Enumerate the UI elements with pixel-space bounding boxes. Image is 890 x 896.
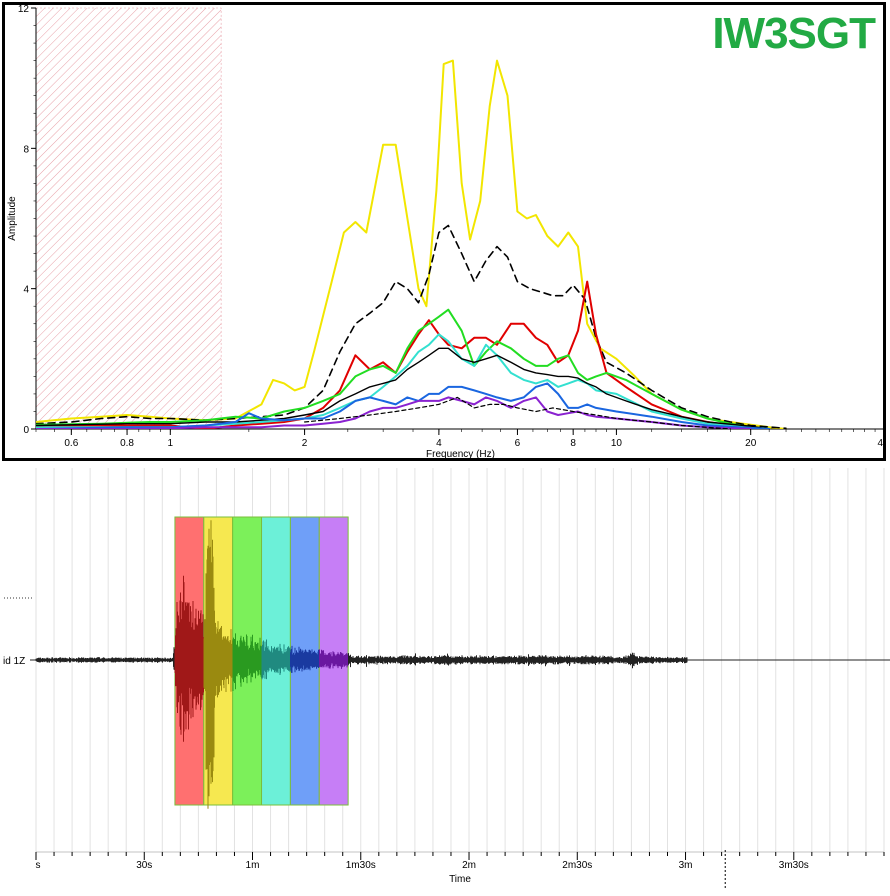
waveform-trace [290,645,320,673]
x-tick-label: 20 [745,438,757,449]
spectrum-series-3 [36,308,771,429]
x-tick-label: 6 [515,438,521,449]
waveform-trace [174,575,204,742]
waveform-trace [232,633,262,691]
y-tick-label: 4 [23,285,29,296]
excluded-frequency-band [35,7,222,430]
spectrum-series-2 [36,280,771,429]
station-label: IW3SGT [712,9,876,58]
spectrum-series-8 [304,396,731,429]
time-tick-label: s [36,860,41,871]
spectrum-series-0 [36,59,787,429]
spectrum-series-5 [36,347,770,429]
spectrum-series-6 [36,382,771,429]
spectrum-chart-panel: 0 4 8 12 0.6 0.8 1 2 4 6 8 10 20 4 Frequency (Hz) Ampli… [2,2,886,461]
y-tick-label: 8 [23,144,29,155]
x-tick-label: 4 [436,438,442,449]
y-tick-label: 0 [23,425,29,436]
x-tick-label: 0.8 [120,438,134,449]
waveform-trace [319,649,349,669]
spectrum-series-7 [36,396,752,429]
time-tick-label: 2m [462,860,476,871]
x-tick-label: 4 [877,438,883,449]
x-axis-label: Frequency (Hz) [426,449,495,458]
x-tick-label: 8 [570,438,576,449]
time-tick-label: 30s [136,860,152,871]
time-tick-label: 2m30s [562,860,592,871]
x-tick-label: 10 [611,438,623,449]
time-axis-label: Time [449,874,471,885]
x-tick-label: 2 [302,438,308,449]
time-tick-label: 1m [246,860,260,871]
waveform-trace [203,520,233,809]
trace-label: id 1Z [3,656,25,667]
waveform-trace [35,647,175,670]
x-tick-label: 1 [168,438,174,449]
spectrum-series-group [36,59,787,429]
time-tick-label: 3m30s [779,860,809,871]
y-axis-label: Amplitude [7,196,18,241]
waveform-panel: id 1Z s 30s 1m 1m30s 2m 2m30s 3m 3m30s Time [0,466,890,891]
waveform-chart: id 1Z s 30s 1m 1m30s 2m 2m30s 3m 3m30s Time [3,468,890,889]
time-tick-label: 1m30s [346,860,376,871]
spectrum-series-1 [36,224,787,429]
y-tick-label: 12 [18,5,30,15]
x-tick-label: 0.6 [64,438,78,449]
waveform-trace [261,639,291,680]
time-tick-label: 3m [679,860,693,871]
waveform-trace [348,652,885,669]
